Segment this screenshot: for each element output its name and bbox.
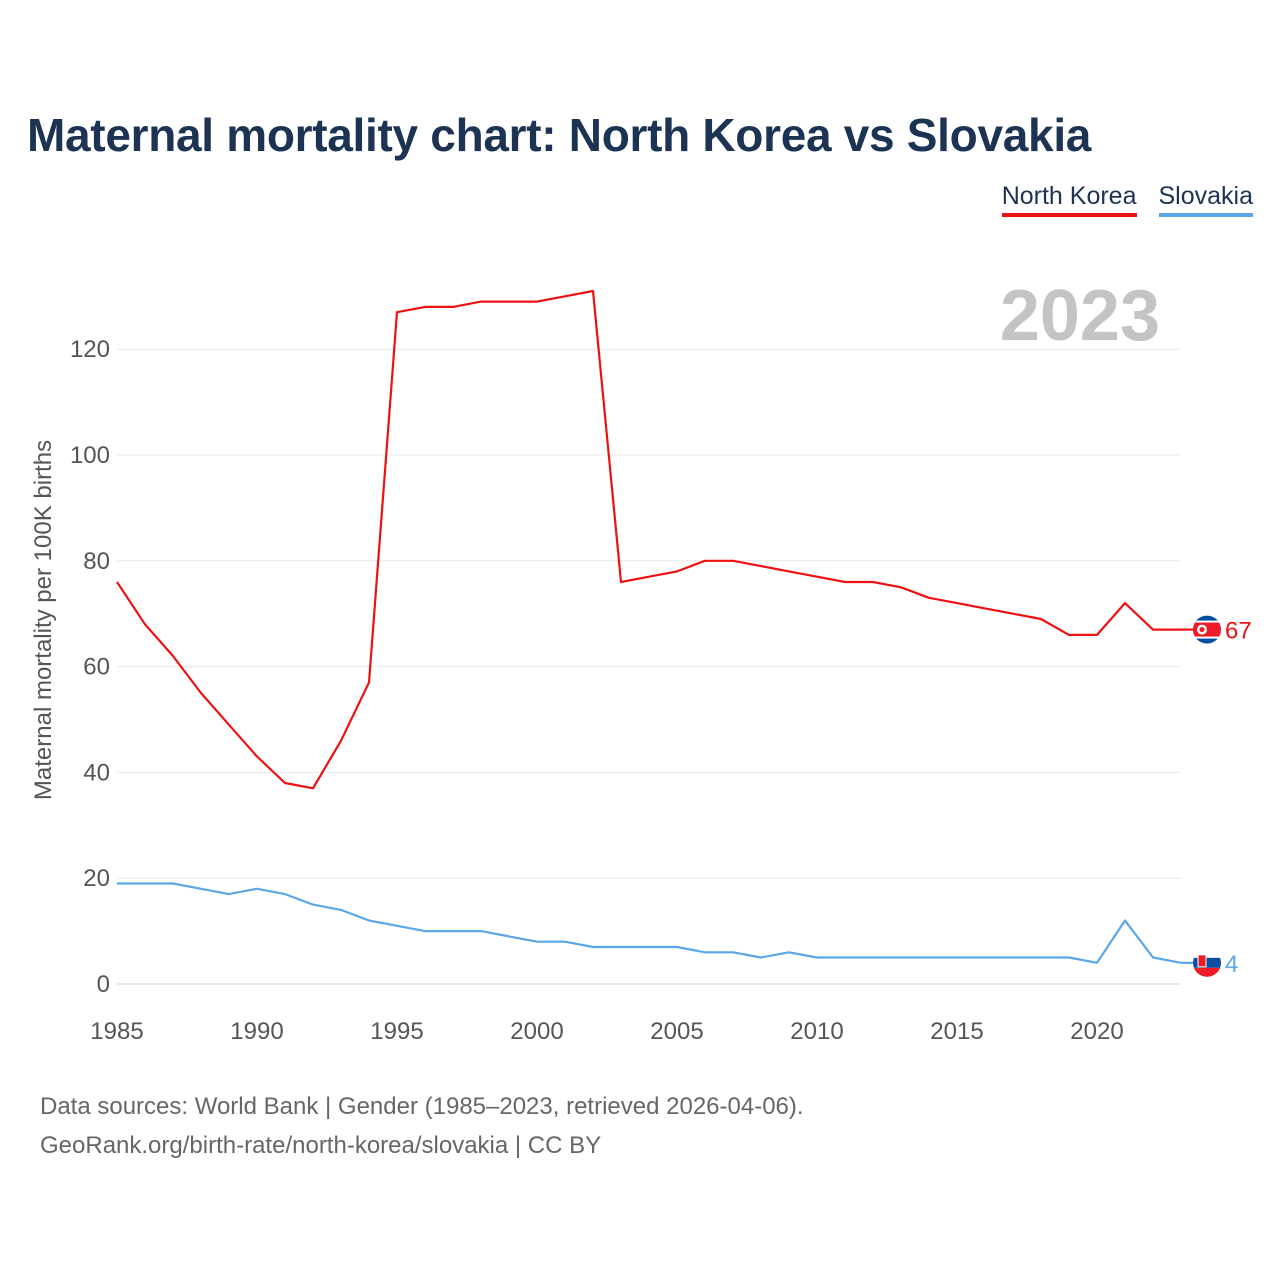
source-url: GeoRank.org/birth-rate/north-korea/slova…	[40, 1132, 602, 1159]
x-tick-label: 2000	[510, 1018, 563, 1045]
chart-title: Maternal mortality chart: North Korea vs…	[27, 109, 1092, 161]
x-tick-label: 1985	[90, 1018, 143, 1045]
y-tick-label: 120	[70, 336, 110, 363]
line-chart: 0 20 40 60 80 100 120 1985 1990 1995 2000 2005 2010 2…	[30, 276, 1252, 1045]
footer: Data sources: World Bank | Gender (1985–…	[40, 1087, 804, 1165]
legend-item-north-korea[interactable]: North Korea	[1001, 182, 1137, 217]
y-tick-label: 40	[83, 759, 110, 786]
legend-item-slovakia[interactable]: Slovakia	[1158, 182, 1253, 217]
end-value-label-slovakia: 4	[1225, 951, 1238, 978]
x-tick-label: 2020	[1070, 1018, 1123, 1045]
x-tick-label: 2015	[930, 1018, 983, 1045]
y-tick-label: 80	[83, 548, 110, 575]
y-tick-label: 100	[70, 442, 110, 469]
data-source-note: Data sources: World Bank | Gender (1985–…	[40, 1093, 804, 1120]
y-tick-label: 20	[83, 865, 110, 892]
y-tick-label: 60	[83, 654, 110, 681]
end-value-label-north-korea: 67	[1225, 618, 1252, 645]
x-tick-label: 1990	[230, 1018, 283, 1045]
north-korea-flag-icon	[1193, 615, 1221, 644]
slovakia-flag-icon	[1193, 948, 1221, 977]
x-tick-label: 2010	[790, 1018, 843, 1045]
x-tick-label: 2005	[650, 1018, 703, 1045]
y-tick-label: 0	[97, 971, 110, 998]
x-tick-label: 1995	[370, 1018, 423, 1045]
year-label: 2023	[1000, 276, 1160, 356]
legend: North Korea Slovakia	[1001, 182, 1253, 217]
series-line-slovakia	[117, 882, 1182, 964]
y-axis-label: Maternal mortality per 100K births	[30, 440, 57, 800]
series-line-north-korea	[116, 289, 1181, 790]
